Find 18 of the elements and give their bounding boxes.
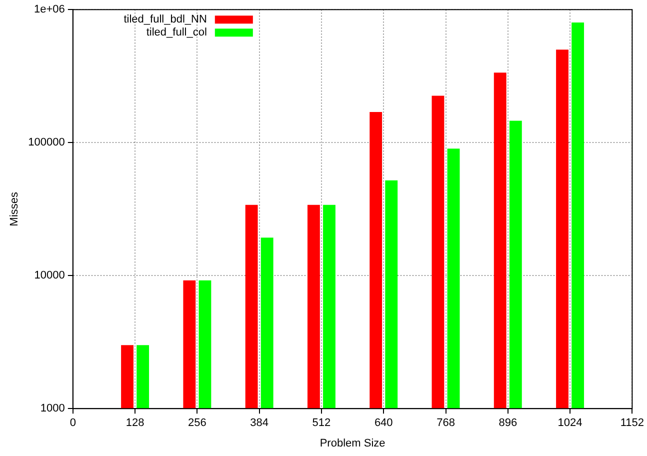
y-tick-label: 10000 <box>34 270 65 282</box>
x-tick-label: 640 <box>374 417 393 430</box>
legend-label: tiled_full_bdl_NN <box>124 14 207 26</box>
x-tick-label: 0 <box>70 417 76 430</box>
x-tick-label: 1152 <box>620 417 644 430</box>
x-tick-label: 256 <box>188 417 206 430</box>
y-tick-label: 100000 <box>28 136 65 149</box>
x-tick-label: 1024 <box>558 417 582 430</box>
x-tick-label: 128 <box>126 417 144 430</box>
y-axis-title: Misses <box>8 191 21 226</box>
x-tick-label: 384 <box>250 417 269 430</box>
x-tick-label: 768 <box>436 417 455 430</box>
y-tick-label: 1e+06 <box>34 4 65 16</box>
x-tick-label: 512 <box>312 417 331 430</box>
x-tick-label: 896 <box>498 417 518 430</box>
x-axis-title: Problem Size <box>320 437 386 450</box>
y-tick-label: 1000 <box>40 402 65 415</box>
legend-label: tiled_full_col <box>146 26 207 39</box>
